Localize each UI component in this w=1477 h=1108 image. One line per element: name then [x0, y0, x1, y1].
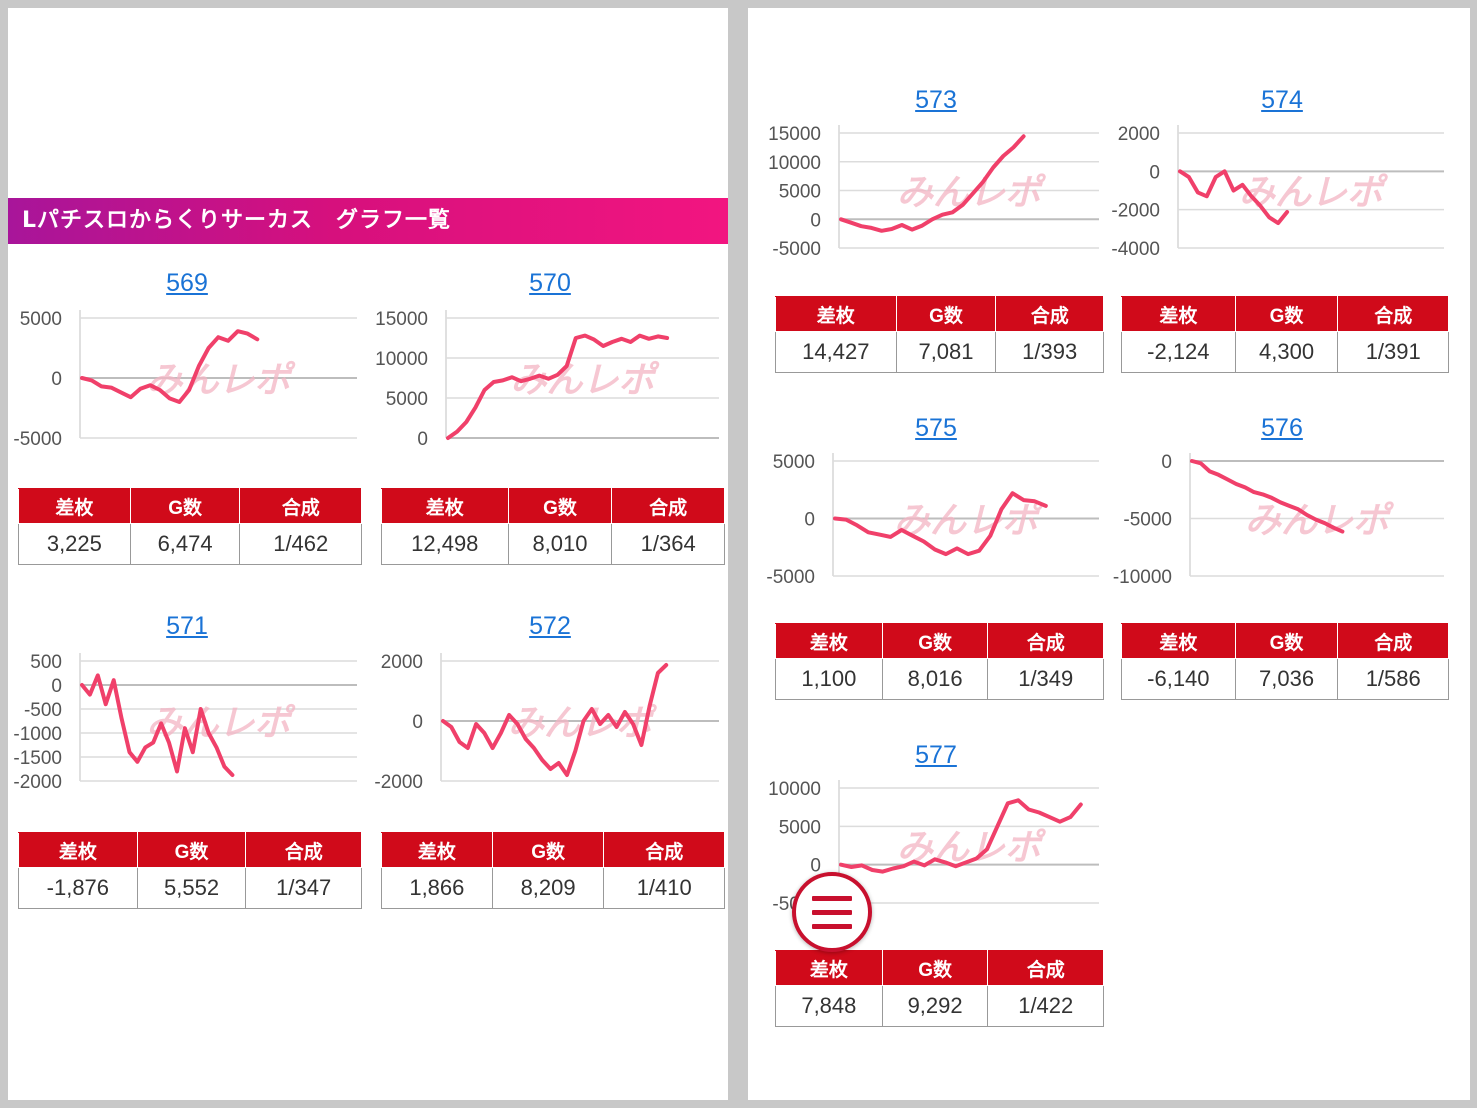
- combined-header: 合成: [603, 832, 725, 868]
- machine-link-573[interactable]: 573: [915, 86, 957, 114]
- hamburger-icon-bar: [812, 910, 852, 915]
- combined-value: 1/364: [611, 523, 725, 565]
- machine-link-569[interactable]: 569: [166, 269, 208, 297]
- games-header: G数: [129, 488, 241, 524]
- diff-value: 12,498: [381, 523, 509, 565]
- combined-value: 1/422: [987, 985, 1104, 1027]
- diff-header: 差枚: [775, 623, 883, 659]
- games-header: G数: [1234, 296, 1339, 332]
- hamburger-icon-bar: [812, 924, 852, 929]
- stats-table-572: 差枚 G数 合成 1,866 8,209 1/410: [381, 832, 725, 909]
- page-title: Lパチスロからくりサーカス グラフ一覧: [22, 208, 452, 233]
- machine-link-577[interactable]: 577: [915, 741, 957, 769]
- diff-value: 14,427: [775, 331, 897, 373]
- games-header: G数: [881, 623, 989, 659]
- games-header: G数: [507, 488, 613, 524]
- stats-table-573: 差枚 G数 合成 14,427 7,081 1/393: [775, 296, 1104, 373]
- diff-header: 差枚: [775, 950, 883, 986]
- combined-header: 合成: [239, 488, 362, 524]
- games-value: 7,036: [1234, 658, 1339, 700]
- games-header: G数: [491, 832, 605, 868]
- combined-header: 合成: [245, 832, 362, 868]
- stats-table-575: 差枚 G数 合成 1,100 8,016 1/349: [775, 623, 1104, 700]
- diff-header: 差枚: [1121, 296, 1236, 332]
- combined-value: 1/410: [603, 867, 725, 909]
- page-header-banner: Lパチスロからくりサーカス グラフ一覧: [8, 198, 728, 244]
- stats-table-577: 差枚 G数 合成 7,848 9,292 1/422: [775, 950, 1104, 1027]
- machine-link-576[interactable]: 576: [1261, 414, 1303, 442]
- diff-header: 差枚: [18, 488, 131, 524]
- stats-table-570: 差枚 G数 合成 12,498 8,010 1/364: [381, 488, 725, 565]
- diff-header: 差枚: [381, 488, 509, 524]
- combined-value: 1/393: [995, 331, 1104, 373]
- diff-header: 差枚: [775, 296, 897, 332]
- machine-link-575[interactable]: 575: [915, 414, 957, 442]
- machine-link-574[interactable]: 574: [1261, 86, 1303, 114]
- diff-value: -1,876: [18, 867, 138, 909]
- combined-value: 1/349: [987, 658, 1104, 700]
- combined-header: 合成: [1337, 296, 1449, 332]
- games-value: 8,209: [491, 867, 605, 909]
- diff-value: 1,866: [381, 867, 493, 909]
- diff-value: -6,140: [1121, 658, 1236, 700]
- games-header: G数: [1234, 623, 1339, 659]
- combined-value: 1/586: [1337, 658, 1449, 700]
- menu-button[interactable]: [792, 872, 872, 952]
- games-value: 9,292: [881, 985, 989, 1027]
- games-value: 8,016: [881, 658, 989, 700]
- games-value: 4,300: [1234, 331, 1339, 373]
- combined-header: 合成: [611, 488, 725, 524]
- diff-value: 3,225: [18, 523, 131, 565]
- diff-value: 1,100: [775, 658, 883, 700]
- machine-link-570[interactable]: 570: [529, 269, 571, 297]
- diff-value: 7,848: [775, 985, 883, 1027]
- games-value: 6,474: [129, 523, 241, 565]
- stats-table-574: 差枚 G数 合成 -2,124 4,300 1/391: [1121, 296, 1449, 373]
- stats-table-569: 差枚 G数 合成 3,225 6,474 1/462: [18, 488, 362, 565]
- combined-value: 1/347: [245, 867, 362, 909]
- machine-link-571[interactable]: 571: [166, 612, 208, 640]
- diff-value: -2,124: [1121, 331, 1236, 373]
- games-header: G数: [136, 832, 247, 868]
- games-value: 8,010: [507, 523, 613, 565]
- stats-table-576: 差枚 G数 合成 -6,140 7,036 1/586: [1121, 623, 1449, 700]
- combined-value: 1/391: [1337, 331, 1449, 373]
- diff-header: 差枚: [18, 832, 138, 868]
- hamburger-icon-bar: [812, 896, 852, 901]
- games-header: G数: [881, 950, 989, 986]
- combined-header: 合成: [995, 296, 1104, 332]
- stats-table-571: 差枚 G数 合成 -1,876 5,552 1/347: [18, 832, 362, 909]
- machine-link-572[interactable]: 572: [529, 612, 571, 640]
- diff-header: 差枚: [381, 832, 493, 868]
- combined-value: 1/462: [239, 523, 362, 565]
- games-value: 7,081: [895, 331, 997, 373]
- games-header: G数: [895, 296, 997, 332]
- diff-header: 差枚: [1121, 623, 1236, 659]
- games-value: 5,552: [136, 867, 247, 909]
- combined-header: 合成: [987, 623, 1104, 659]
- combined-header: 合成: [1337, 623, 1449, 659]
- combined-header: 合成: [987, 950, 1104, 986]
